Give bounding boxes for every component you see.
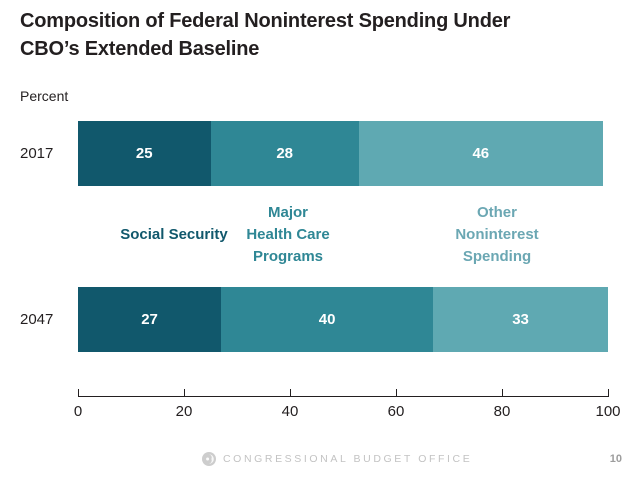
series-label-line: Major [267, 204, 308, 221]
series-label-line: Programs [252, 248, 324, 265]
x-tick-label-40: 40 [281, 403, 299, 420]
footer: CONGRESSIONAL BUDGET OFFICE 10 [0, 449, 638, 473]
bar-value-label: 28 [276, 145, 294, 162]
bar-category-label-2047: 2047 [20, 311, 54, 328]
page-number: 10 [609, 453, 622, 465]
series-label-other-noninterest: Other Noninterest Spending [402, 202, 592, 268]
x-axis-tick [290, 389, 291, 397]
page-title: Composition of Federal Noninterest Spend… [20, 7, 610, 63]
bar-segment-2047-other-noninterest: 33 [433, 287, 608, 352]
x-tick-label-0: 0 [73, 403, 83, 420]
bar-value-label: 27 [141, 311, 158, 328]
title-line-2: CBO’s Extended Baseline [20, 38, 260, 60]
stacked-bar-2047: 27 40 33 [78, 287, 608, 352]
title-line-1: Composition of Federal Noninterest Spend… [20, 10, 511, 32]
x-axis-line [78, 396, 608, 397]
cbo-logo-icon [202, 452, 216, 466]
x-axis [78, 389, 609, 397]
series-label-social-security: Social Security [79, 202, 269, 268]
x-axis-tick [502, 389, 503, 397]
bar-segment-2017-social-security: 25 [78, 121, 211, 186]
x-axis-tick [396, 389, 397, 397]
bar-value-label: 25 [135, 145, 153, 162]
footer-brand: CONGRESSIONAL BUDGET OFFICE [202, 452, 472, 466]
bar-segment-2047-social-security: 27 [78, 287, 222, 352]
x-tick-label-100: 100 [595, 403, 621, 420]
bar-segment-2017-other-noninterest: 46 [358, 121, 603, 186]
axis-units-label: Percent [20, 88, 69, 104]
footer-org-name: CONGRESSIONAL BUDGET OFFICE [223, 453, 473, 465]
bar-value-label: 46 [472, 145, 490, 162]
series-label-line: Spending [462, 248, 532, 265]
bar-value-label: 33 [512, 311, 529, 328]
x-axis-tick [608, 389, 609, 397]
series-label-line: Other [476, 204, 517, 221]
bar-segment-2047-major-health-care: 40 [221, 287, 434, 352]
x-axis-tick [184, 389, 185, 397]
bar-value-label: 40 [318, 311, 336, 328]
series-label-major-health-care: Major Health Care Programs [193, 202, 383, 268]
series-label-line: Social Security [120, 226, 228, 243]
x-tick-label-60: 60 [387, 403, 405, 420]
bar-segment-2017-major-health-care: 28 [210, 121, 359, 186]
series-label-line: Noninterest [455, 226, 539, 243]
x-tick-label-80: 80 [493, 403, 511, 420]
series-label-line: Health Care [246, 226, 330, 243]
stacked-bar-2017: 25 28 46 [78, 121, 608, 186]
plot-area: 25 28 46 27 40 33 [78, 0, 608, 440]
bar-category-label-2017: 2017 [20, 145, 54, 162]
x-tick-label-20: 20 [175, 403, 193, 420]
x-axis-tick [78, 389, 79, 397]
